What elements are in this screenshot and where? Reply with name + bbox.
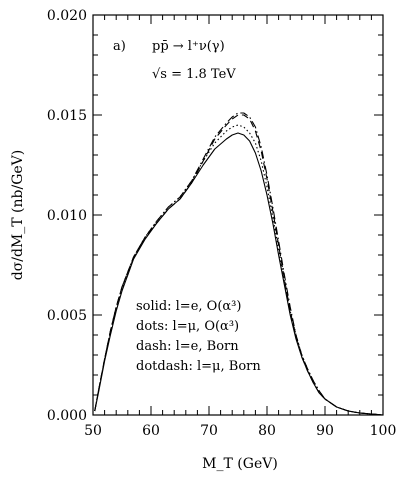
y-tick-label: 0.000	[47, 408, 87, 424]
x-tick-label: 100	[370, 423, 397, 439]
x-tick-label: 60	[142, 423, 160, 439]
curves-group	[94, 112, 384, 416]
energy-label: √s = 1.8 TeV	[152, 67, 236, 82]
x-tick-label: 90	[316, 423, 334, 439]
series-dotdash-line	[94, 112, 384, 416]
y-tick-label: 0.010	[47, 208, 87, 224]
plot-frame	[92, 14, 384, 416]
y-tick-label: 0.015	[47, 108, 87, 124]
legend-entry-dotdash: dotdash: l=μ, Born	[136, 359, 261, 374]
plot-frame-group	[92, 14, 384, 416]
y-axis-label: dσ/dM_T (nb/GeV)	[10, 150, 26, 281]
x-axis-label: M_T (GeV)	[202, 456, 278, 472]
x-tick-label: 80	[258, 423, 276, 439]
x-tick-label: 70	[200, 423, 218, 439]
y-tick-label: 0.005	[47, 308, 87, 324]
legend-entry-solid: solid: l=e, O(α³)	[136, 299, 241, 314]
legend-entry-dash: dash: l=e, Born	[136, 339, 239, 354]
process-label: pp̄ → l⁺ν(γ)	[152, 39, 225, 54]
series-solid-line	[94, 132, 384, 416]
legend: solid: l=e, O(α³) dots: l=μ, O(α³) dash:…	[136, 299, 261, 374]
x-tick-label: 50	[84, 423, 102, 439]
legend-entry-dots: dots: l=μ, O(α³)	[136, 319, 239, 334]
panel-label: a)	[113, 39, 126, 54]
y-tick-label: 0.020	[47, 8, 87, 24]
ticks-group: 50 60 70 80 90 100 0.000 0.005 0.010 0.015 0.020	[47, 8, 396, 439]
